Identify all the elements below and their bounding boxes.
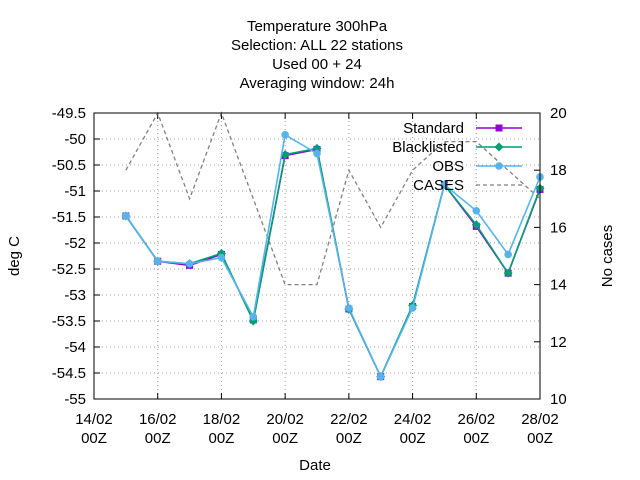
data-point-obs bbox=[249, 313, 258, 321]
x-tick-label: 00Z bbox=[400, 430, 426, 447]
x-tick-label: 00Z bbox=[81, 430, 107, 447]
x-tick-label: 16/02 bbox=[139, 411, 177, 428]
y-tick-label: -51 bbox=[64, 183, 86, 200]
data-point-obs bbox=[217, 253, 226, 262]
y2-tick-label: 14 bbox=[550, 277, 567, 294]
data-point-obs bbox=[281, 131, 289, 139]
data-point-obs bbox=[504, 250, 512, 259]
legend-entry-obs: OBS bbox=[432, 158, 522, 175]
y2-tick-label: 12 bbox=[550, 334, 567, 351]
legend-label: Blacklisted bbox=[392, 139, 464, 156]
x-tick-label: 14/02 bbox=[75, 411, 113, 428]
legend-entry-cases: CASES bbox=[413, 177, 522, 194]
data-point-obs bbox=[472, 206, 481, 215]
y-tick-label: -52 bbox=[64, 235, 86, 252]
x-tick-label: 24/02 bbox=[394, 411, 432, 428]
x-tick-label: 00Z bbox=[527, 430, 553, 447]
series-lines bbox=[121, 111, 545, 382]
x-tick-label: 26/02 bbox=[458, 411, 496, 428]
chart-title: Temperature 300hPa Selection: ALL 22 stat… bbox=[231, 18, 403, 92]
data-point-obs bbox=[122, 212, 130, 220]
data-point-blacklisted bbox=[280, 150, 290, 160]
y-axis-ticks: -49.5 -50 -50.5 -51 -51.5 -52 -52.5 -53 -53.5 -54… bbox=[52, 105, 100, 408]
y2-tick-label: 10 bbox=[550, 391, 567, 408]
x-tick-label: 00Z bbox=[463, 430, 489, 447]
data-point-blacklisted bbox=[503, 268, 513, 278]
legend-marker bbox=[494, 142, 504, 152]
data-point-obs bbox=[376, 372, 385, 381]
y-tick-label: -52.5 bbox=[52, 261, 86, 278]
series-obs bbox=[122, 131, 544, 381]
y-tick-label: -53.5 bbox=[52, 313, 86, 330]
x-tick-label: 00Z bbox=[272, 430, 298, 447]
series-line-cases bbox=[125, 111, 541, 286]
data-point-obs bbox=[153, 257, 162, 266]
data-point-obs bbox=[440, 180, 449, 189]
y-tick-label: -50 bbox=[64, 131, 86, 148]
series-cases bbox=[125, 111, 541, 286]
x-tick-label: 00Z bbox=[336, 430, 362, 447]
y-tick-label: -51.5 bbox=[52, 209, 86, 226]
y-tick-label: -50.5 bbox=[52, 157, 86, 174]
legend-marker bbox=[495, 162, 503, 170]
title-line: Selection: ALL 22 stations bbox=[231, 37, 403, 54]
legend-label: CASES bbox=[413, 177, 464, 194]
x-tick-label: 00Z bbox=[145, 430, 171, 447]
y2-axis-label: No cases bbox=[599, 225, 616, 288]
data-point-obs bbox=[345, 304, 353, 312]
y2-axis-ticks: 10 12 14 16 18 20 bbox=[534, 105, 567, 408]
y-tick-label: -55 bbox=[64, 391, 86, 408]
legend: Standard Blacklisted OBS CASES bbox=[392, 120, 522, 194]
x-tick-label: 28/02 bbox=[521, 411, 559, 428]
x-tick-label: 22/02 bbox=[330, 411, 368, 428]
data-point-obs bbox=[313, 149, 321, 158]
legend-marker bbox=[495, 124, 503, 132]
y-tick-label: -53 bbox=[64, 287, 86, 304]
y-tick-label: -54 bbox=[64, 339, 86, 356]
y2-tick-label: 20 bbox=[550, 105, 567, 122]
title-line: Used 00 + 24 bbox=[272, 56, 362, 73]
y-tick-label: -49.5 bbox=[52, 105, 86, 122]
legend-label: Standard bbox=[403, 120, 464, 137]
series-line-obs bbox=[125, 133, 541, 379]
data-point-obs bbox=[408, 304, 417, 312]
series-blacklisted bbox=[121, 143, 545, 382]
title-line: Temperature 300hPa bbox=[247, 18, 388, 35]
y-tick-label: -54.5 bbox=[52, 365, 86, 382]
data-point-blacklisted bbox=[471, 220, 481, 230]
x-axis-label: Date bbox=[299, 457, 331, 474]
data-point-obs bbox=[185, 260, 194, 268]
legend-label: OBS bbox=[432, 158, 464, 175]
x-tick-label: 18/02 bbox=[203, 411, 241, 428]
title-line: Averaging window: 24h bbox=[240, 75, 395, 92]
x-tick-label: 00Z bbox=[208, 430, 234, 447]
x-tick-label: 20/02 bbox=[266, 411, 304, 428]
y2-tick-label: 16 bbox=[550, 219, 567, 236]
plot-frame bbox=[93, 112, 541, 400]
legend-entry-standard: Standard bbox=[403, 120, 522, 137]
y-axis-label: deg C bbox=[6, 236, 23, 276]
legend-entry-blacklisted: Blacklisted bbox=[392, 139, 522, 156]
y2-tick-label: 18 bbox=[550, 162, 567, 179]
x-axis-ticks: 14/02 00Z 16/02 00Z 18/02 00Z 20/02 00Z 22/02 00Z… bbox=[75, 113, 559, 447]
